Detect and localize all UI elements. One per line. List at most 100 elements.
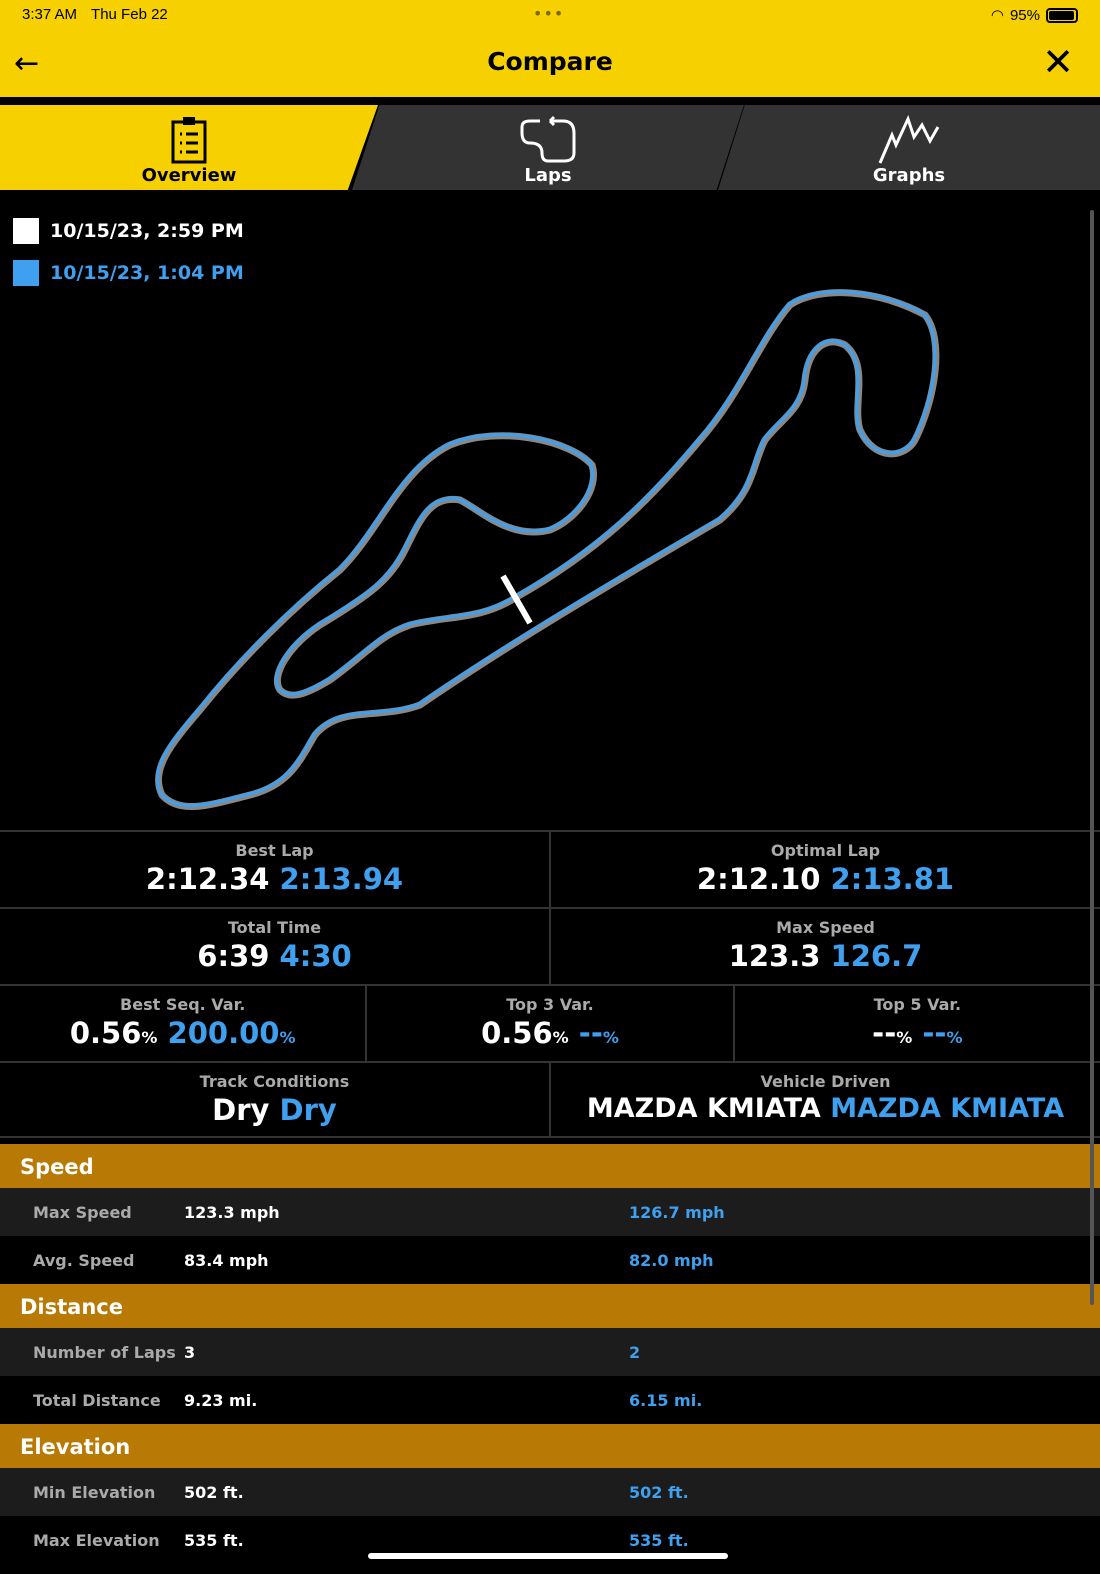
stat-top3-var: Top 3 Var. 0.56% --% [367,986,735,1061]
legend-swatch [13,218,39,244]
stat-vehicle: Vehicle Driven MAZDA KMIATA MAZDA KMIATA [551,1063,1100,1136]
back-arrow-icon[interactable]: ← [14,46,40,81]
tab-bar: Overview Laps Graphs [0,105,1100,198]
track-map [155,289,940,811]
row-value-a: 9.23 mi. [184,1390,258,1410]
unit: % [896,1028,913,1047]
stat-value-b: 200.00 [167,1016,280,1050]
row-value-a: 535 ft. [184,1530,244,1550]
table-row: Number of Laps 3 2 [0,1328,1100,1376]
unit: % [279,1028,296,1047]
table-row: Total Distance 9.23 mi. 6.15 mi. [0,1376,1100,1424]
stat-optimal-lap: Optimal Lap 2:12.10 2:13.81 [551,832,1100,907]
row-value-b: 2 [629,1342,641,1362]
stat-value-b: -- [578,1016,603,1050]
stat-value-a: -- [872,1016,897,1050]
table-row: Avg. Speed 83.4 mph 82.0 mph [0,1236,1100,1284]
stat-value-a: 2:12.10 [696,862,821,896]
track-lap-icon [520,115,576,163]
stat-max-speed: Max Speed 123.3 126.7 [551,909,1100,984]
status-time: 3:37 AM [22,6,78,23]
legend-swatch [13,260,39,286]
session-legend: 10/15/23, 2:59 PM 10/15/23, 1:04 PM [13,210,244,294]
row-label: Max Speed [33,1202,132,1222]
row-label: Avg. Speed [33,1250,135,1270]
row-value-a: 83.4 mph [184,1250,269,1270]
stat-label: Optimal Lap [770,841,881,860]
stat-value-b: 126.7 [830,939,923,973]
graph-icon [878,115,940,164]
row-value-a: 123.3 mph [184,1202,280,1222]
finish-line [500,574,533,625]
track-line-session-1 [155,289,940,811]
tab-label: Graphs [872,165,946,186]
row-value-a: 502 ft. [184,1482,244,1502]
stat-label: Best Lap [235,841,314,860]
section-header-elevation: Elevation [0,1424,1100,1468]
stat-top5-var: Top 5 Var. --% --% [735,986,1100,1061]
unit: % [141,1028,158,1047]
row-value-b: 82.0 mph [629,1250,714,1270]
page-title: Compare [487,47,613,76]
legend-item: 10/15/23, 2:59 PM [13,210,244,252]
multitask-dots-icon[interactable]: ••• [533,4,565,23]
stat-value-b: Dry [279,1093,337,1127]
table-row: Max Speed 123.3 mph 126.7 mph [0,1188,1100,1236]
row-label: Number of Laps [33,1342,176,1362]
stat-label: Track Conditions [199,1072,350,1091]
stat-label: Top 5 Var. [873,995,962,1014]
unit: % [602,1028,619,1047]
stat-label: Top 3 Var. [506,995,594,1014]
legend-label: 10/15/23, 1:04 PM [50,262,244,284]
top-bar: 3:37 AM Thu Feb 22 ••• ◠ 95% ← Compare ✕ [0,0,1100,97]
tab-overview[interactable]: Overview [0,105,378,190]
legend-label: 10/15/23, 2:59 PM [50,220,244,242]
stats-grid: Best Lap 2:12.34 2:13.94 Optimal Lap 2:12.… [0,830,1100,1138]
stat-label: Max Speed [776,918,875,937]
tab-laps[interactable]: Laps [352,105,744,190]
section-header-speed: Speed [0,1144,1100,1188]
row-value-b: 6.15 mi. [629,1390,703,1410]
stat-value-b: 2:13.81 [830,862,955,896]
stat-value-a: 2:12.34 [145,862,270,896]
scrollbar[interactable] [1090,210,1094,1305]
tab-graphs[interactable]: Graphs [718,105,1100,190]
stat-label: Best Seq. Var. [120,995,246,1014]
detail-sections: Speed Max Speed 123.3 mph 126.7 mph Avg. S… [0,1144,1100,1564]
battery-icon [1046,7,1078,23]
stat-value-b: -- [922,1016,947,1050]
stat-value-a: 0.56 [481,1016,553,1050]
close-icon[interactable]: ✕ [1042,40,1074,84]
section-header-distance: Distance [0,1284,1100,1328]
stat-value-a: 123.3 [728,939,821,973]
stat-label: Total Time [227,918,322,937]
table-row: Max Elevation 535 ft. 535 ft. [0,1516,1100,1564]
unit: % [946,1028,963,1047]
stat-total-time: Total Time 6:39 4:30 [0,909,551,984]
status-date: Thu Feb 22 [91,6,168,23]
stat-value-b: 2:13.94 [279,862,404,896]
row-label: Total Distance [33,1390,161,1410]
stat-value-a: 6:39 [197,939,270,973]
stat-best-lap: Best Lap 2:12.34 2:13.94 [0,832,551,907]
stat-value-a: MAZDA KMIATA [586,1093,821,1124]
unit: % [552,1028,569,1047]
tab-label: Laps [524,165,572,186]
stat-best-seq-var: Best Seq. Var. 0.56% 200.00% [0,986,368,1061]
table-row: Min Elevation 502 ft. 502 ft. [0,1468,1100,1516]
row-label: Min Elevation [33,1482,156,1502]
legend-item: 10/15/23, 1:04 PM [13,252,244,294]
stat-label: Vehicle Driven [760,1072,891,1091]
stat-value-a: Dry [212,1093,270,1127]
wifi-icon: ◠ [990,7,1004,24]
stat-value-a: 0.56 [69,1016,142,1050]
row-value-a: 3 [184,1342,196,1362]
stat-value-b: 4:30 [279,939,352,973]
home-indicator[interactable] [368,1553,728,1559]
clipboard-icon [171,117,207,164]
status-bar: 3:37 AM Thu Feb 22 [22,6,182,23]
row-value-b: 535 ft. [629,1530,689,1550]
track-line-session-2 [155,290,937,808]
stat-track-conditions: Track Conditions Dry Dry [0,1063,551,1136]
row-label: Max Elevation [33,1530,160,1550]
